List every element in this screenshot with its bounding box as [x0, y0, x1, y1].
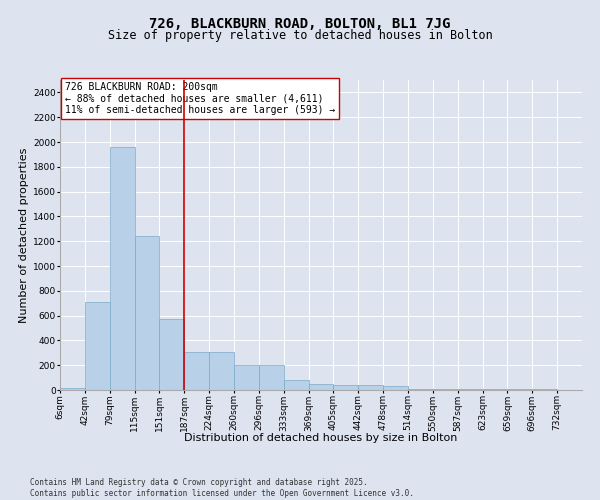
Y-axis label: Number of detached properties: Number of detached properties [19, 148, 29, 322]
Bar [110, 147, 134, 390]
Bar [458, 389, 482, 390]
Bar [433, 389, 458, 390]
Text: 726 BLACKBURN ROAD: 200sqm
← 88% of detached houses are smaller (4,611)
11% of s: 726 BLACKBURN ROAD: 200sqm ← 88% of deta… [65, 82, 335, 115]
Bar [60, 388, 85, 390]
X-axis label: Distribution of detached houses by size in Bolton: Distribution of detached houses by size … [184, 434, 458, 444]
Bar [358, 385, 383, 390]
Bar [234, 365, 259, 390]
Bar [134, 236, 160, 390]
Bar [308, 384, 334, 390]
Bar [383, 386, 408, 390]
Bar [259, 365, 284, 390]
Bar [334, 385, 358, 390]
Bar [85, 302, 110, 390]
Text: 726, BLACKBURN ROAD, BOLTON, BL1 7JG: 726, BLACKBURN ROAD, BOLTON, BL1 7JG [149, 18, 451, 32]
Bar [184, 352, 209, 390]
Bar [482, 389, 508, 390]
Text: Size of property relative to detached houses in Bolton: Size of property relative to detached ho… [107, 29, 493, 42]
Bar [284, 380, 308, 390]
Bar [160, 318, 184, 390]
Text: Contains HM Land Registry data © Crown copyright and database right 2025.
Contai: Contains HM Land Registry data © Crown c… [30, 478, 414, 498]
Bar [408, 389, 433, 390]
Bar [209, 352, 234, 390]
